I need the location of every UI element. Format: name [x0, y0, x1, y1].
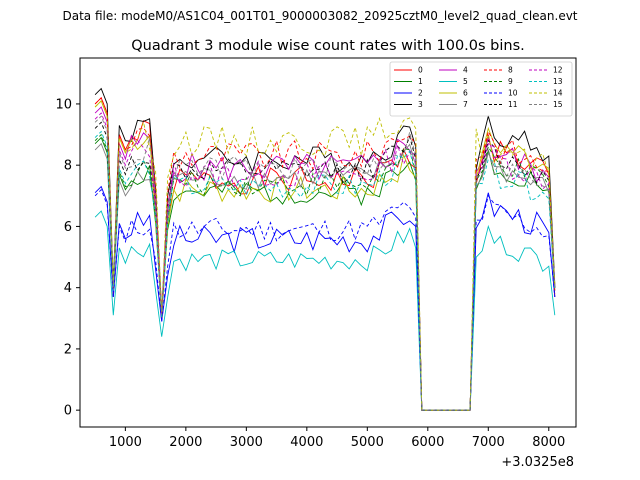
- y-tick-label: 0: [64, 404, 72, 419]
- legend-label-10: 10: [508, 89, 518, 98]
- legend-label-8: 8: [508, 66, 513, 75]
- series-line-8: [94, 96, 556, 411]
- legend-label-2: 2: [418, 89, 423, 98]
- legend-label-6: 6: [463, 89, 468, 98]
- plot-area: 1000 2000 3000 4000 5000 6000 7000 8000 0246810…: [55, 57, 577, 470]
- series-line-6: [94, 100, 556, 411]
- legend-label-11: 11: [508, 100, 518, 109]
- legend-label-3: 3: [418, 100, 423, 109]
- legend-label-12: 12: [553, 66, 563, 75]
- x-tick-label: 5000: [351, 435, 384, 450]
- series-line-14: [94, 100, 556, 411]
- series-line-10: [94, 188, 556, 411]
- legend-label-7: 7: [463, 100, 468, 109]
- x-offset-label: +3.0325e8: [501, 455, 574, 470]
- suptitle: Data file: modeM0/AS1C04_001T01_90000030…: [62, 9, 577, 23]
- x-tick-label: 3000: [230, 435, 263, 450]
- x-axis: 1000 2000 3000 4000 5000 6000 7000 8000: [109, 427, 565, 450]
- x-tick-label: 8000: [532, 435, 565, 450]
- x-tick-label: 6000: [411, 435, 444, 450]
- legend-label-4: 4: [463, 66, 468, 75]
- legend-label-15: 15: [553, 100, 563, 109]
- legend-frame: [389, 61, 573, 117]
- legend-label-5: 5: [463, 77, 468, 86]
- axes-frame: [79, 57, 577, 428]
- y-tick-label: 2: [64, 342, 72, 357]
- series-layer: [94, 87, 556, 411]
- x-tick-label: 1000: [109, 435, 142, 450]
- x-tick-label: 4000: [290, 435, 323, 450]
- legend-label-14: 14: [553, 89, 563, 98]
- y-tick-label: 10: [55, 97, 72, 112]
- y-tick-label: 6: [64, 220, 72, 235]
- y-axis: 0 2 4 6 8 10: [55, 97, 80, 419]
- x-tick-label: 2000: [169, 435, 202, 450]
- series-line-5: [94, 210, 556, 411]
- y-tick-label: 4: [64, 281, 72, 296]
- legend-label-1: 1: [418, 77, 423, 86]
- legend-label-0: 0: [418, 66, 423, 75]
- series-line-2: [94, 185, 556, 411]
- chart-title: Quadrant 3 module wise count rates with …: [131, 38, 525, 54]
- series-line-1: [94, 136, 556, 411]
- series-line-15: [94, 115, 556, 411]
- series-line-9: [94, 133, 556, 411]
- series-line-3: [94, 87, 556, 411]
- legend-label-13: 13: [553, 77, 563, 86]
- series-line-11: [94, 121, 556, 411]
- series-line-13: [94, 130, 556, 411]
- legend-label-9: 9: [508, 77, 513, 86]
- y-tick-label: 8: [64, 159, 72, 174]
- x-tick-label: 7000: [472, 435, 505, 450]
